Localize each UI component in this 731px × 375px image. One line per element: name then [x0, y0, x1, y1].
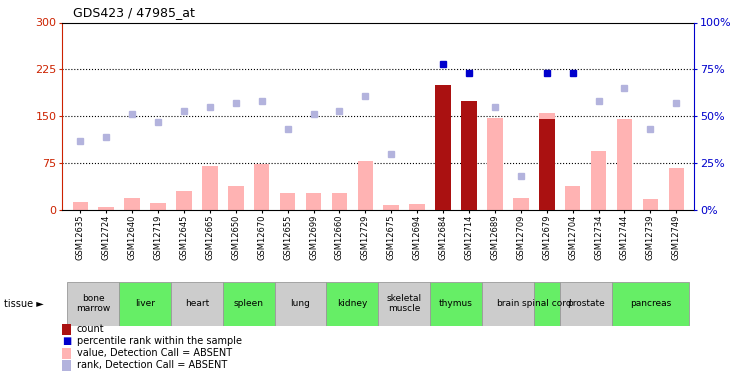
Text: spinal cord: spinal cord: [522, 299, 572, 308]
Text: kidney: kidney: [337, 299, 368, 308]
Text: pancreas: pancreas: [630, 299, 671, 308]
Bar: [617, 119, 632, 210]
Text: GDS423 / 47985_at: GDS423 / 47985_at: [73, 6, 195, 19]
Bar: [151, 203, 166, 210]
Bar: [461, 100, 477, 210]
Text: heart: heart: [185, 299, 209, 308]
Bar: [99, 207, 114, 210]
Bar: [487, 117, 503, 210]
FancyBboxPatch shape: [275, 282, 327, 326]
Bar: [254, 164, 270, 210]
Text: ■: ■: [62, 336, 71, 346]
Text: lung: lung: [291, 299, 311, 308]
Bar: [565, 186, 580, 210]
FancyBboxPatch shape: [612, 282, 689, 326]
Bar: [513, 198, 529, 210]
Text: tissue ►: tissue ►: [4, 299, 43, 309]
Bar: [357, 161, 373, 210]
Bar: [669, 168, 684, 210]
Text: count: count: [77, 324, 105, 334]
Text: thymus: thymus: [439, 299, 473, 308]
Text: brain: brain: [496, 299, 520, 308]
Text: liver: liver: [135, 299, 155, 308]
Text: percentile rank within the sample: percentile rank within the sample: [77, 336, 242, 346]
Text: prostate: prostate: [567, 299, 605, 308]
Bar: [280, 192, 295, 210]
Bar: [124, 198, 140, 210]
Text: skeletal
muscle: skeletal muscle: [387, 294, 422, 313]
FancyBboxPatch shape: [119, 282, 171, 326]
Bar: [435, 85, 451, 210]
Bar: [202, 166, 218, 210]
FancyBboxPatch shape: [223, 282, 275, 326]
Text: spleen: spleen: [234, 299, 264, 308]
Text: bone
marrow: bone marrow: [76, 294, 110, 313]
Bar: [591, 151, 606, 210]
FancyBboxPatch shape: [534, 282, 560, 326]
Bar: [384, 205, 399, 210]
FancyBboxPatch shape: [560, 282, 612, 326]
Bar: [539, 119, 555, 210]
Text: value, Detection Call = ABSENT: value, Detection Call = ABSENT: [77, 348, 232, 358]
FancyBboxPatch shape: [67, 282, 119, 326]
Bar: [72, 202, 88, 210]
Bar: [176, 191, 192, 210]
FancyBboxPatch shape: [379, 282, 430, 326]
FancyBboxPatch shape: [430, 282, 482, 326]
FancyBboxPatch shape: [327, 282, 379, 326]
Bar: [409, 204, 425, 210]
FancyBboxPatch shape: [482, 282, 534, 326]
Bar: [643, 199, 658, 210]
Bar: [332, 192, 347, 210]
FancyBboxPatch shape: [171, 282, 223, 326]
Bar: [435, 208, 451, 210]
Bar: [228, 186, 243, 210]
Bar: [306, 192, 322, 210]
Text: rank, Detection Call = ABSENT: rank, Detection Call = ABSENT: [77, 360, 227, 370]
Bar: [461, 208, 477, 210]
Bar: [539, 113, 555, 210]
